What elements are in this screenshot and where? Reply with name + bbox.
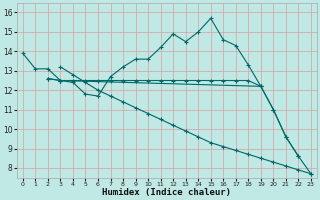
X-axis label: Humidex (Indice chaleur): Humidex (Indice chaleur) <box>102 188 231 197</box>
